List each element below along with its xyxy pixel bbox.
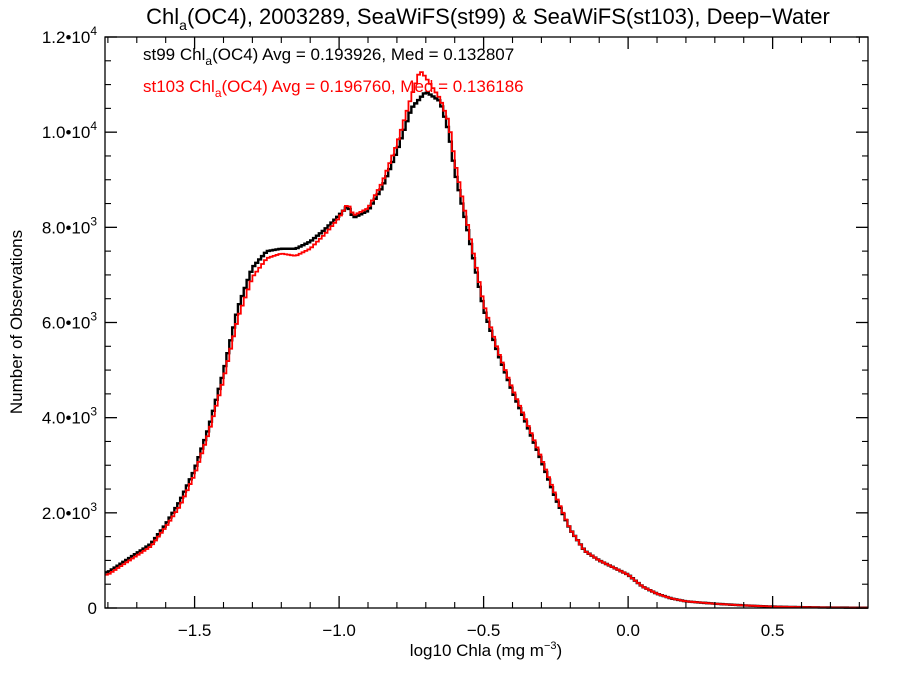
y-tick-label: 8.0•103: [42, 214, 98, 237]
y-tick-label: 0: [88, 599, 97, 618]
legend-entry-st103: st103 Chla(OC4) Avg = 0.196760, Med = 0.…: [143, 77, 524, 100]
chart-title: Chla(OC4), 2003289, SeaWiFS(st99) & SeaW…: [146, 4, 830, 33]
x-tick-label: 0.0: [616, 621, 640, 640]
y-tick-label: 4.0•103: [42, 405, 98, 428]
x-axis-ticks: −1.5 −1.0 −0.5 0.0 0.5: [107, 37, 860, 640]
x-tick-label: −0.5: [467, 621, 501, 640]
x-tick-label: −1.5: [178, 621, 212, 640]
y-tick-label: 6.0•103: [42, 310, 98, 333]
histogram-line-st103: [105, 71, 868, 609]
y-tick-label: 1.2•104: [42, 24, 98, 47]
histogram-line-st99: [105, 91, 868, 609]
y-axis-label: Number of Observations: [7, 230, 26, 414]
y-tick-label: 1.0•104: [42, 119, 98, 142]
legend-entry-st99: st99 Chla(OC4) Avg = 0.193926, Med = 0.1…: [143, 45, 514, 68]
series-group: [105, 71, 868, 609]
x-axis-label: log10 Chla (mg m−3): [410, 640, 562, 660]
x-tick-label: −1.0: [322, 621, 356, 640]
y-axis-ticks: 0 2.0•103 4.0•103 6.0•103 8.0•103 1.0•104 1.2•…: [42, 24, 868, 618]
x-tick-label: 0.5: [761, 621, 785, 640]
y-tick-label: 2.0•103: [42, 500, 98, 523]
